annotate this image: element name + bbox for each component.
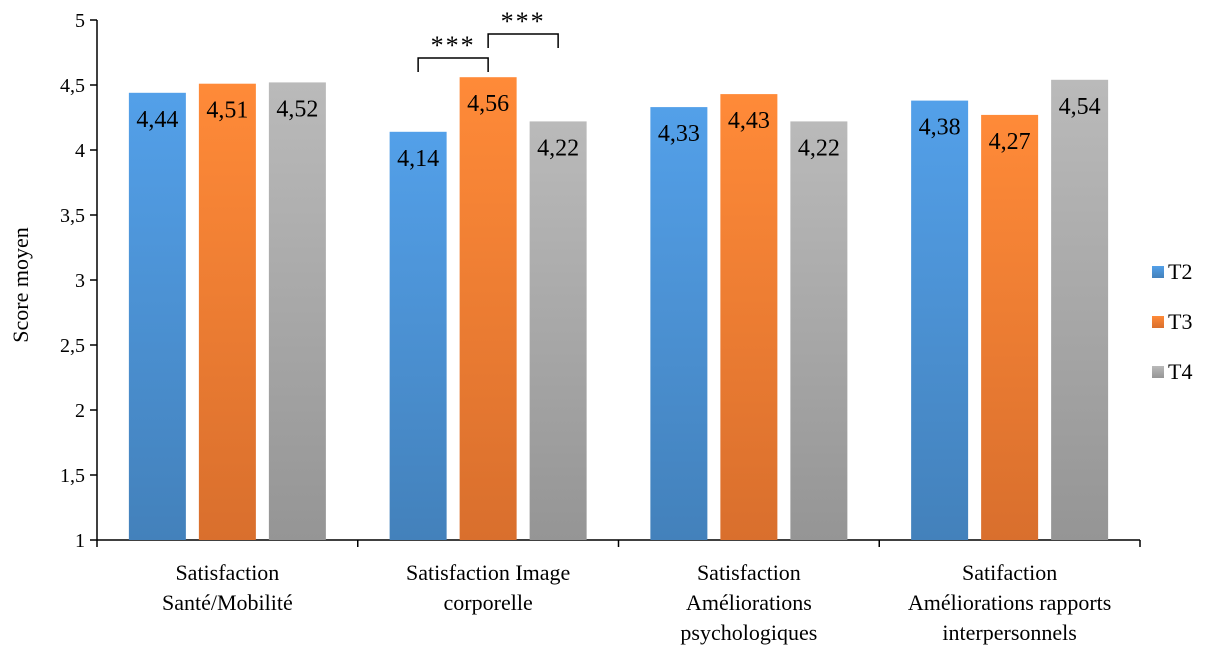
legend-label-t3: T3 xyxy=(1168,309,1192,334)
legend-label-t4: T4 xyxy=(1168,359,1192,384)
legend-swatch-t3 xyxy=(1152,316,1164,328)
bar-t2-cat1 xyxy=(128,92,186,541)
bar-t3-cat1 xyxy=(198,83,256,540)
significance-bracket: *** xyxy=(487,7,559,48)
bar-t3-cat2 xyxy=(459,77,517,540)
bar-t3-cat3 xyxy=(720,94,778,540)
bar-t4-cat2 xyxy=(529,121,587,541)
data-label: 4,44 xyxy=(136,107,178,133)
legend-label-t2: T2 xyxy=(1168,259,1192,284)
significance-label: *** xyxy=(501,7,546,36)
chart-axes: 1 1,5 2 2,5 3 3,5 4 4,5 5 Score moyen Satisfaction… xyxy=(8,10,1141,645)
x-category-label: Satisfaction Améliorations psychologiques xyxy=(680,560,817,645)
data-label: 4,43 xyxy=(728,108,770,134)
significance-label: *** xyxy=(431,31,476,60)
bar-t2-cat4 xyxy=(911,100,969,540)
chart-legend: T2 T3 T4 xyxy=(1152,259,1192,384)
chart-bars xyxy=(128,77,1109,541)
data-label: 4,54 xyxy=(1059,94,1101,120)
y-tick-label: 2 xyxy=(75,400,85,422)
y-axis-label: Score moyen xyxy=(8,227,33,342)
y-tick-label: 4 xyxy=(75,140,85,162)
bar-t2-cat2 xyxy=(389,131,447,541)
significance-bracket: *** xyxy=(417,31,489,72)
x-category-label: Satisfaction Santé/Mobilité xyxy=(162,560,293,615)
bar-t4-cat3 xyxy=(790,121,848,541)
data-label: 4,51 xyxy=(206,98,248,124)
y-tick-label: 3 xyxy=(75,270,85,292)
x-category-label: Satisfaction Image corporelle xyxy=(406,560,570,615)
y-tick-label: 1 xyxy=(75,530,85,552)
y-tick-label: 2,5 xyxy=(60,335,85,357)
chart-data-labels: 4,44 4,51 4,52 4,14 4,56 4,22 4,33 4,43 4,22 4,38… xyxy=(136,91,1100,172)
y-tick-label: 5 xyxy=(75,10,85,32)
x-category-label: Satifaction Améliorations rapports interpe… xyxy=(908,560,1111,645)
y-tick-label: 4,5 xyxy=(60,75,85,97)
data-label: 4,52 xyxy=(276,96,318,122)
bar-t3-cat4 xyxy=(981,114,1039,541)
legend-swatch-t2 xyxy=(1152,266,1164,278)
data-label: 4,22 xyxy=(537,135,579,161)
bar-t2-cat3 xyxy=(650,107,708,540)
bar-t4-cat4 xyxy=(1051,79,1109,541)
y-tick-label: 1,5 xyxy=(60,465,85,487)
data-label: 4,14 xyxy=(397,146,439,172)
data-label: 4,38 xyxy=(919,115,961,141)
data-label: 4,56 xyxy=(467,91,509,117)
data-label: 4,33 xyxy=(658,121,700,147)
data-label: 4,22 xyxy=(798,135,840,161)
chart-annotations: *** *** xyxy=(417,7,559,72)
legend-swatch-t4 xyxy=(1152,366,1164,378)
y-tick-label: 3,5 xyxy=(60,205,85,227)
data-label: 4,27 xyxy=(989,129,1031,155)
bar-t4-cat1 xyxy=(268,82,326,541)
